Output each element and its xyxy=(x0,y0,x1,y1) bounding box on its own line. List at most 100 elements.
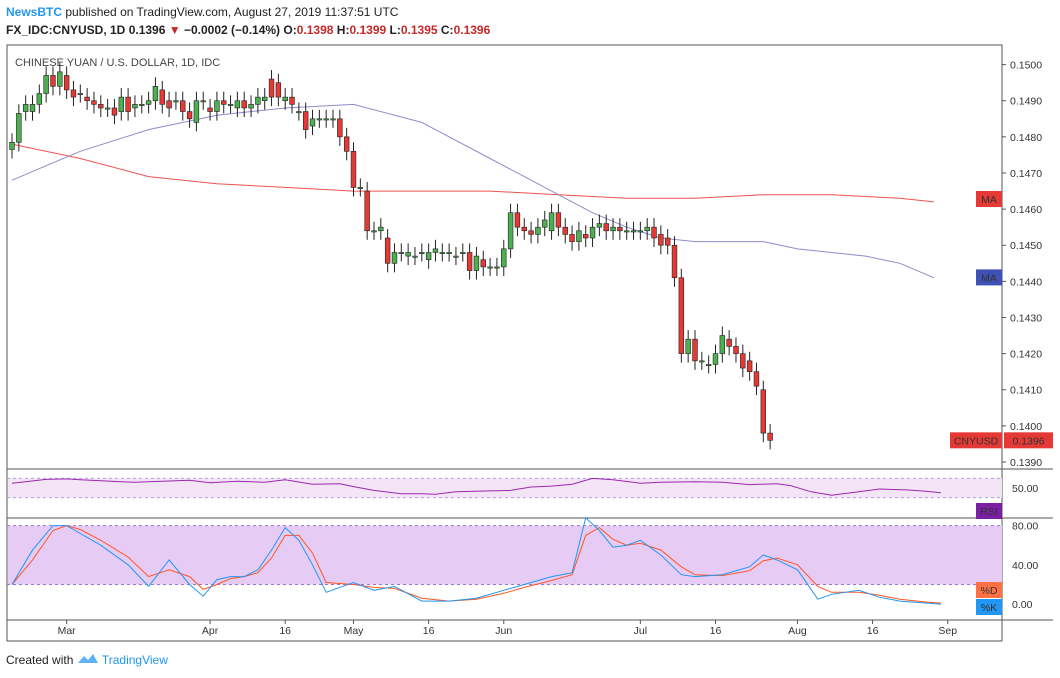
candle-body xyxy=(248,104,254,109)
candle-body xyxy=(77,93,84,96)
candle-body xyxy=(50,75,56,87)
candle-body xyxy=(548,212,555,232)
x-tick-label: 16 xyxy=(423,625,435,637)
candle-body xyxy=(384,237,391,264)
ma-slow-tag-bg xyxy=(976,191,1002,208)
open-label: O: xyxy=(283,23,297,37)
footer-credit: Created with TradingView xyxy=(6,653,168,667)
candle-body xyxy=(535,226,541,235)
price-tick-label: 0.1400 xyxy=(1010,421,1042,433)
candle-body xyxy=(555,212,562,228)
candle-body xyxy=(36,93,43,105)
candle-body xyxy=(419,252,425,254)
candle-body xyxy=(637,230,644,233)
candle-body xyxy=(22,104,29,112)
candle-body xyxy=(432,248,439,253)
candle-body xyxy=(234,100,241,109)
stoch-tick-label: 0.00 xyxy=(1012,599,1033,611)
candle-body xyxy=(699,360,705,363)
price-symbol-tag-bg xyxy=(950,432,1002,449)
candle-body xyxy=(664,237,671,246)
candle-body xyxy=(193,100,200,123)
candle-body xyxy=(562,226,568,235)
stoch-d-tag-bg xyxy=(976,582,1002,598)
candle-body xyxy=(337,118,343,138)
candle-body xyxy=(84,96,90,102)
x-tick-label: 16 xyxy=(867,625,879,637)
rsi-band xyxy=(8,478,1002,498)
x-tick-label: Sep xyxy=(938,625,957,637)
candle-body xyxy=(173,100,179,103)
candle-body xyxy=(70,89,77,98)
candle-body xyxy=(685,338,691,354)
close-label: C: xyxy=(440,23,454,37)
candle-body xyxy=(289,96,295,105)
high-value: 0.1399 xyxy=(349,23,387,37)
candle-body xyxy=(726,338,732,347)
stoch-k-tag-bg xyxy=(976,599,1002,615)
candle-body xyxy=(398,252,405,254)
candle-body xyxy=(255,96,261,105)
candle-body xyxy=(186,111,193,120)
candle-body xyxy=(262,96,268,102)
candle-body xyxy=(268,78,275,98)
candle-body xyxy=(118,96,124,112)
candle-body xyxy=(302,111,309,130)
x-tick-label: Apr xyxy=(202,625,219,637)
candle-body xyxy=(596,223,603,228)
candle-body xyxy=(501,248,507,268)
candle-body xyxy=(166,100,172,109)
price-tick-label: 0.1480 xyxy=(1010,132,1042,144)
candle-body xyxy=(63,75,70,91)
rsi-tag-bg xyxy=(976,503,1002,519)
candles-group xyxy=(9,62,773,450)
candle-body xyxy=(623,230,630,233)
candle-body xyxy=(29,104,36,112)
tradingview-link[interactable]: TradingView xyxy=(101,653,168,667)
stoch-d-tag: %D xyxy=(981,585,998,597)
candle-body xyxy=(296,111,302,114)
price-tick-label: 0.1490 xyxy=(1010,96,1042,108)
candle-body xyxy=(16,113,22,143)
candle-body xyxy=(644,226,650,232)
candle-body xyxy=(43,75,49,94)
candle-body xyxy=(371,230,377,233)
candle-body xyxy=(583,234,589,239)
candle-body xyxy=(692,338,698,362)
candle-body xyxy=(275,82,282,98)
candle-body xyxy=(494,266,500,269)
created-with-text: Created with xyxy=(6,653,74,667)
ma-fast-tag: MA xyxy=(981,272,997,284)
candle-body xyxy=(658,234,664,246)
candle-body xyxy=(473,255,480,271)
header-published: NewsBTC published on TradingView.com, Au… xyxy=(6,5,398,19)
candle-body xyxy=(733,346,739,354)
ma-slow-line xyxy=(11,143,935,203)
candle-body xyxy=(446,252,452,254)
published-text: published on TradingView.com, August 27,… xyxy=(65,5,399,19)
candle-body xyxy=(221,100,227,105)
candle-body xyxy=(343,136,350,152)
stoch-k-tag: %K xyxy=(981,602,997,614)
candle-body xyxy=(521,226,527,232)
candle-body xyxy=(227,104,234,106)
x-tick-label: 16 xyxy=(279,625,291,637)
candle-body xyxy=(569,234,575,242)
candle-body xyxy=(610,226,616,232)
candle-body xyxy=(453,255,459,258)
candle-body xyxy=(712,353,719,365)
candle-body xyxy=(139,104,145,106)
candle-body xyxy=(330,118,336,121)
candle-body xyxy=(528,230,534,235)
candle-body xyxy=(487,266,493,269)
candle-body xyxy=(405,252,411,257)
candle-body xyxy=(207,107,213,112)
price-tick-label: 0.1440 xyxy=(1010,276,1042,288)
candle-body xyxy=(152,85,159,102)
candle-body xyxy=(760,389,767,434)
candle-body xyxy=(125,96,131,112)
x-tick-label: Jun xyxy=(495,625,512,637)
candle-body xyxy=(767,432,773,441)
brand-name: NewsBTC xyxy=(6,5,63,19)
